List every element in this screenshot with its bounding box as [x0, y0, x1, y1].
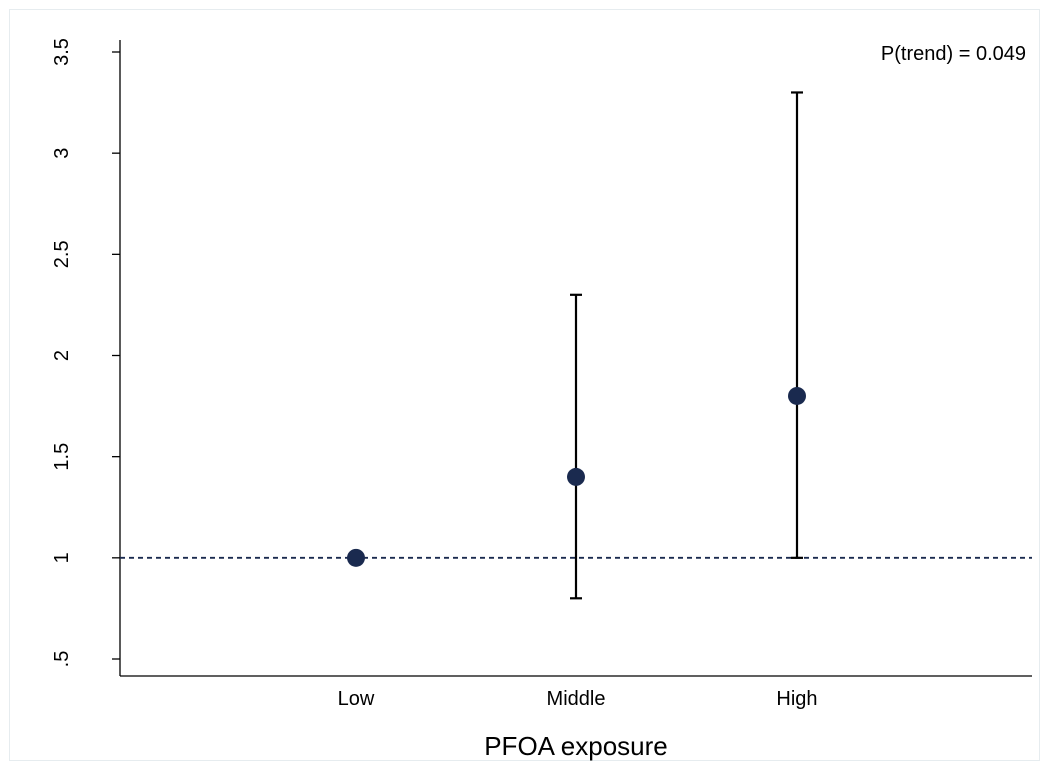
- point-markers: [347, 386, 806, 567]
- error-bar-high: [791, 91, 803, 559]
- error-bars: [570, 91, 803, 600]
- y-tick-label: 1: [51, 552, 73, 563]
- x-axis-ticks: Low Middle High: [338, 688, 818, 710]
- x-tick-label-high: High: [776, 688, 817, 710]
- y-tick-label: 3: [51, 148, 73, 159]
- point-marker-high: [788, 386, 806, 405]
- y-tick-label: .5: [51, 651, 73, 668]
- y-axis-ticks: .5 1 1.5 2 2.5 3 3.5: [51, 38, 120, 667]
- point-marker-middle: [567, 467, 585, 486]
- y-tick-label: 2.5: [51, 240, 73, 268]
- x-axis-title: PFOA exposure: [484, 731, 668, 761]
- y-tick-label: 2: [51, 350, 73, 361]
- point-marker-low: [347, 548, 365, 567]
- y-tick-label: 1.5: [51, 443, 73, 471]
- trend-annotation: P(trend) = 0.049: [881, 43, 1026, 65]
- x-tick-label-low: Low: [338, 688, 375, 710]
- error-bar-middle: [570, 293, 582, 600]
- x-tick-label-middle: Middle: [547, 688, 606, 710]
- y-tick-label: 3.5: [51, 38, 73, 66]
- plot-frame: [9, 9, 1040, 761]
